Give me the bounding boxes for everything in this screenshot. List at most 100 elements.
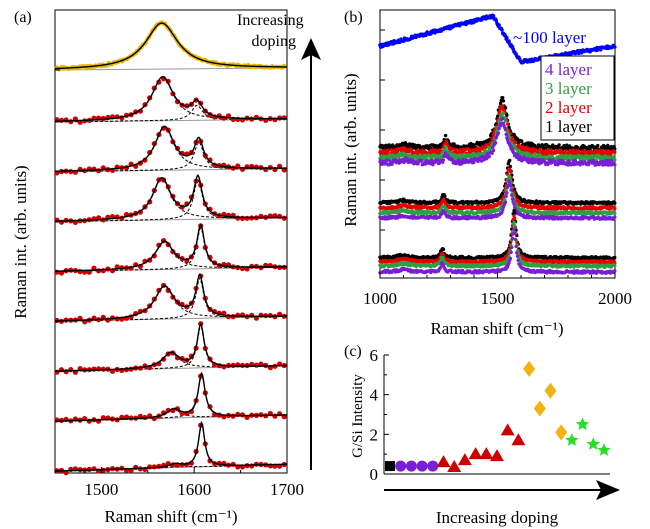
trace-7-point — [253, 362, 259, 368]
trace-5 — [54, 223, 288, 276]
spectrum-point — [515, 137, 520, 141]
spectrum-4-layer — [378, 227, 617, 275]
spectrum-point — [491, 134, 496, 138]
trace-9-point — [230, 461, 236, 467]
trace-3-point — [142, 157, 148, 163]
spectrum-point — [407, 142, 412, 146]
trace-9-point — [207, 458, 213, 464]
trace-3-component-2 — [55, 141, 287, 173]
spectrum-point — [438, 265, 443, 270]
spectrum-point — [385, 158, 389, 162]
spectrum-point — [419, 158, 424, 163]
panel-a-annotation-line2: doping — [252, 33, 296, 50]
panel-a-x-tick-label: 1600 — [177, 480, 211, 499]
spectrum-point — [508, 256, 513, 261]
trace-2-point — [68, 119, 74, 125]
spectrum-point — [505, 113, 509, 117]
trace-2-point — [281, 115, 287, 121]
spectrum-point — [520, 139, 524, 143]
trace-6-point — [114, 316, 120, 322]
trace-3 — [54, 125, 288, 176]
panel-b-traces — [378, 13, 617, 275]
trace-2-point — [174, 99, 181, 105]
spectrum-point — [533, 152, 537, 156]
trace-5-points — [54, 223, 287, 276]
trace-2-points — [54, 76, 287, 125]
spectrum-point — [491, 148, 496, 153]
spectrum-point — [513, 231, 517, 235]
trace-2-fit — [55, 75, 287, 122]
spectrum-point — [504, 194, 508, 198]
spectrum-4-layer — [378, 117, 617, 167]
trace-8-component-2 — [54, 372, 288, 422]
spectrum-point — [501, 111, 506, 115]
spectrum-point — [613, 206, 617, 211]
spectrum-point — [490, 151, 494, 155]
spectrum-point — [538, 147, 542, 151]
spectrum-point — [503, 127, 508, 132]
trace-6-point — [249, 312, 255, 318]
spectrum-point — [514, 244, 518, 249]
trace-4-fit — [54, 174, 287, 222]
thick-layer-point — [505, 36, 509, 40]
thick-layer-point — [500, 28, 504, 32]
trace-3-point — [91, 166, 97, 172]
spectrum-point — [508, 170, 513, 174]
trace-2-component-1 — [54, 76, 287, 122]
trace-7-fit — [55, 322, 287, 372]
spectrum-point — [505, 191, 509, 195]
spectrum-point — [515, 251, 519, 255]
trace-9-point — [119, 465, 125, 471]
spectrum-point — [418, 153, 422, 157]
spectrum-point — [493, 141, 498, 145]
trace-3-point — [207, 157, 213, 163]
spectrum-point — [507, 125, 511, 129]
spectrum-point — [443, 133, 448, 138]
trace-3-point — [68, 169, 74, 175]
spectrum-point — [503, 200, 508, 204]
spectrum-point — [512, 220, 516, 225]
trace-9-point — [156, 463, 162, 469]
trace-4-component-2 — [55, 177, 288, 223]
trace-5-point — [96, 268, 102, 274]
spectrum-point — [443, 194, 447, 198]
trace-7 — [54, 321, 288, 375]
spectrum-point — [383, 162, 387, 166]
spectrum-point — [513, 216, 517, 220]
trace-3-point — [96, 168, 102, 174]
spectrum-point — [613, 163, 617, 167]
spectrum-point — [508, 158, 512, 163]
trace-8-point — [86, 418, 92, 424]
spectrum-point — [505, 122, 510, 126]
spectrum-point — [501, 96, 505, 100]
spectrum-point — [501, 117, 505, 121]
spectrum-point — [510, 236, 515, 241]
panel-a-traces — [54, 20, 288, 476]
spectrum-point — [613, 158, 617, 162]
trace-3-point — [253, 164, 259, 170]
spectrum-point — [557, 143, 561, 147]
panel-a: (a) 1500 1600 1700 Raman shift (cm⁻¹) Rama… — [11, 9, 321, 526]
spectrum-point — [613, 211, 617, 215]
spectrum-point — [513, 224, 517, 228]
trace-2 — [54, 75, 288, 125]
spectrum-point — [441, 158, 446, 162]
spectrum-point — [496, 114, 500, 118]
thick-layer-point — [613, 45, 617, 49]
trace-4-point — [235, 215, 241, 221]
trace-8-point — [165, 407, 171, 413]
spectrum-point — [612, 154, 616, 158]
trace-8-point — [54, 417, 60, 423]
spectrum-point — [512, 227, 516, 231]
trace-9-fit — [54, 420, 287, 472]
trace-7-point — [91, 366, 97, 372]
spectra-group-middle — [378, 158, 617, 221]
spectrum-point — [498, 124, 503, 128]
trace-7-point — [54, 369, 60, 375]
trace-7-point — [96, 366, 102, 372]
panel-a-x-tick-label: 1500 — [84, 480, 118, 499]
spectrum-point — [596, 143, 600, 148]
spectrum-point — [509, 188, 513, 192]
spectrum-point — [472, 160, 476, 165]
